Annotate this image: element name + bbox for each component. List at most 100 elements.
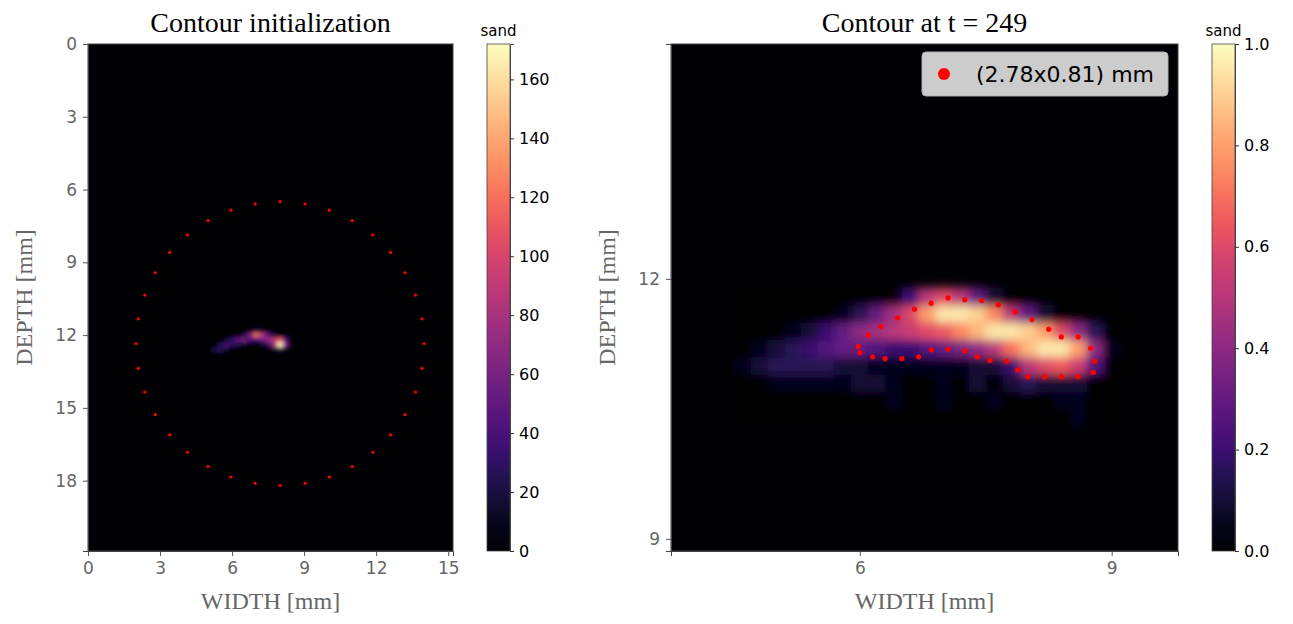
heatmap-cell [952,305,969,323]
heatmap-cell [283,338,290,343]
tick: 18 [55,471,88,491]
contour-point [206,219,209,222]
heatmap-cell [1036,305,1053,323]
heatmap-cell [935,392,952,410]
heatmap-cell [229,328,236,333]
contour-point [371,451,374,454]
tick-mark [666,539,671,540]
heatmap-cell [271,342,278,347]
heatmap-cell [1087,409,1104,427]
contour-point [1046,327,1051,332]
heatmap-cell [253,347,260,352]
heatmap-cell [801,305,818,323]
tick-label: 6 [227,558,238,578]
tick-mark [83,262,88,263]
heatmap-cell [768,340,785,358]
contour-point [962,297,967,302]
heatmap-cell [818,392,835,410]
xticks-axis: 03691215 [83,551,459,578]
contour-point [351,465,354,468]
heatmap-cell [969,409,986,427]
contour-point [945,346,950,351]
tick: 0 [510,542,529,561]
tick-mark [510,138,514,139]
contour-point [143,293,146,296]
heatmap-cell [969,305,986,323]
axis-line [1236,45,1240,552]
chart-title: Contour at t = 249 [822,7,1028,38]
heatmap-cell [751,374,768,392]
contour-point [186,451,189,454]
tick-mark [510,256,514,257]
contour-point [1004,359,1009,364]
colorbar-gradient [487,44,510,551]
heatmap-cell [952,374,969,392]
heatmap-cell [952,392,969,410]
heatmap-cell [734,305,751,323]
heatmap-cell [1103,357,1120,375]
heatmap-cell [1036,322,1053,340]
contour-point [945,295,950,300]
heatmap-cell [768,288,785,306]
heatmap-cell [1053,305,1070,323]
heatmap-cell [259,342,266,347]
heatmap-cell [1103,288,1120,306]
tick-label: 20 [519,483,539,502]
heatmap-cell [1103,392,1120,410]
tick: 12 [366,551,388,578]
tick: 20 [510,483,539,502]
heatmap [211,328,290,353]
heatmap-cell [1019,322,1036,340]
plot-frame [671,44,1178,551]
heatmap-cell [768,409,785,427]
tick-mark [304,551,305,556]
heatmap-cell [1087,322,1104,340]
heatmap-cell [784,392,801,410]
tick-label: 12 [55,325,77,345]
plot-background [671,44,1178,551]
heatmap-cell [241,342,248,347]
heatmap-cell [1087,288,1104,306]
heatmap-cell [952,357,969,375]
contour-point [229,475,232,478]
contour-point [1042,374,1047,379]
contour-point [1059,334,1064,339]
contour [134,200,425,487]
heatmap-cell [835,340,852,358]
tick-label: 0 [519,542,529,561]
colorbar-gradient [1212,44,1235,551]
heatmap-cell [835,288,852,306]
axis-line [83,45,89,552]
tick-label: 3 [66,107,77,127]
contour-point [899,356,904,361]
contour-point [328,209,331,212]
tick-mark [860,551,861,556]
heatmap-cell [1053,288,1070,306]
xticks-axis: 69 [672,551,1179,578]
heatmap-cell [751,409,768,427]
tick-label: 3 [155,558,166,578]
tick-label: 0.6 [1244,237,1269,256]
tick: 6 [855,551,866,578]
heatmap-cell [1003,288,1020,306]
heatmap-cell [1036,392,1053,410]
tick: 120 [510,188,550,207]
heatmap-cell [835,409,852,427]
heatmap-cell [919,288,936,306]
heatmap-cell [969,392,986,410]
heatmap-cell [935,374,952,392]
heatmap-cell [919,305,936,323]
tick: 9 [649,529,671,549]
figure: 036912150369121518Contour initialization… [0,0,1293,624]
contour-point [206,465,209,468]
plot-area [134,200,425,487]
heatmap-cell [734,409,751,427]
contour-point [351,219,354,222]
contour-point [856,344,861,349]
colorbar-axis: 020406080100120140160 [510,45,550,561]
heatmap-cell [818,374,835,392]
heatmap-cell [241,328,248,333]
contour-point [254,482,257,485]
heatmap-cell [751,340,768,358]
contour-point [1092,359,1097,364]
